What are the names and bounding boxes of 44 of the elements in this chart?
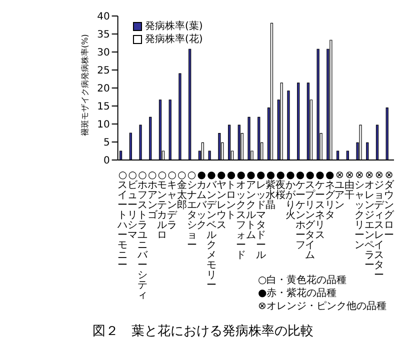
category-label: ⊗ジョディスレイスター <box>374 170 384 281</box>
legend-label: 発病株率(花) <box>145 33 203 46</box>
category-label: ●バンデンベルクメモリー <box>206 170 217 291</box>
x-tick-label: ○ビューリシマ <box>128 170 139 241</box>
x-tick-label: ○キャンデラ <box>167 170 178 231</box>
x-tick-label: ○ホアンゴ <box>147 170 158 221</box>
x-tick-label: ●ヤンレウス <box>216 170 226 231</box>
x-tick-label: ●ケーケンホーフ <box>295 170 306 251</box>
x-tick-label: ⊗由干 <box>344 170 355 201</box>
x-tick-label: ●夜桜 <box>276 170 286 201</box>
x-tick-label: ●トロント <box>226 170 236 221</box>
x-tick-label: ●アンクルトム <box>246 170 256 241</box>
legend-label: 発病株率(葉) <box>145 20 203 33</box>
x-tick-label: ⊗ユアン <box>334 170 345 211</box>
y-tick-label: 25 <box>97 66 110 77</box>
x-tick-label: ○シナエタショー <box>186 170 197 251</box>
y-tick-label: 0 <box>103 156 110 167</box>
category-label: ⊗オレンジエンペラー <box>364 170 374 271</box>
x-tick-label: ●カムバック <box>196 170 208 231</box>
x-tick-label: ⊗シャックリーン <box>354 170 364 251</box>
text: 図２ 葉と花における発病株率の比較 <box>92 323 314 340</box>
y-axis-title: 褪斑モザイク病発病株率(%) <box>80 34 90 136</box>
y-tick-label: 10 <box>97 120 110 131</box>
category-label: ●オックスフォード <box>236 170 246 261</box>
category-label: ●スプリングタイム <box>305 170 316 261</box>
text: ⊗オレンジ・ピンク他の品種 <box>258 300 386 313</box>
category-label: ○スイートハーモニー <box>118 170 128 271</box>
x-tick-label: ●ネグリタ <box>324 170 336 221</box>
x-tick-label: ●ケースネリス <box>315 170 326 241</box>
y-tick-label: 40 <box>97 12 110 23</box>
x-tick-label: ○金太郎 <box>176 170 187 211</box>
x-tick-label: ⊗ダウングロー <box>384 170 396 241</box>
category-label: ○ホフストラユニバーシティ <box>137 170 148 301</box>
x-tick-label: ○モンテカルロ <box>157 170 168 241</box>
y-tick-label: 30 <box>97 48 110 59</box>
category-label: ●レッドマタドール <box>256 170 266 261</box>
y-tick-label: 35 <box>97 30 110 41</box>
x-tick-label: ●紫水晶 <box>266 170 276 211</box>
y-tick-label: 15 <box>97 102 110 113</box>
text: ○白・黄色花の品種 <box>258 275 347 286</box>
y-tick-label: 20 <box>97 84 110 95</box>
text: ●赤・紫花の品種 <box>258 287 338 300</box>
x-tick-label: ●かがり火 <box>285 170 296 221</box>
y-tick-label: 5 <box>103 138 110 149</box>
